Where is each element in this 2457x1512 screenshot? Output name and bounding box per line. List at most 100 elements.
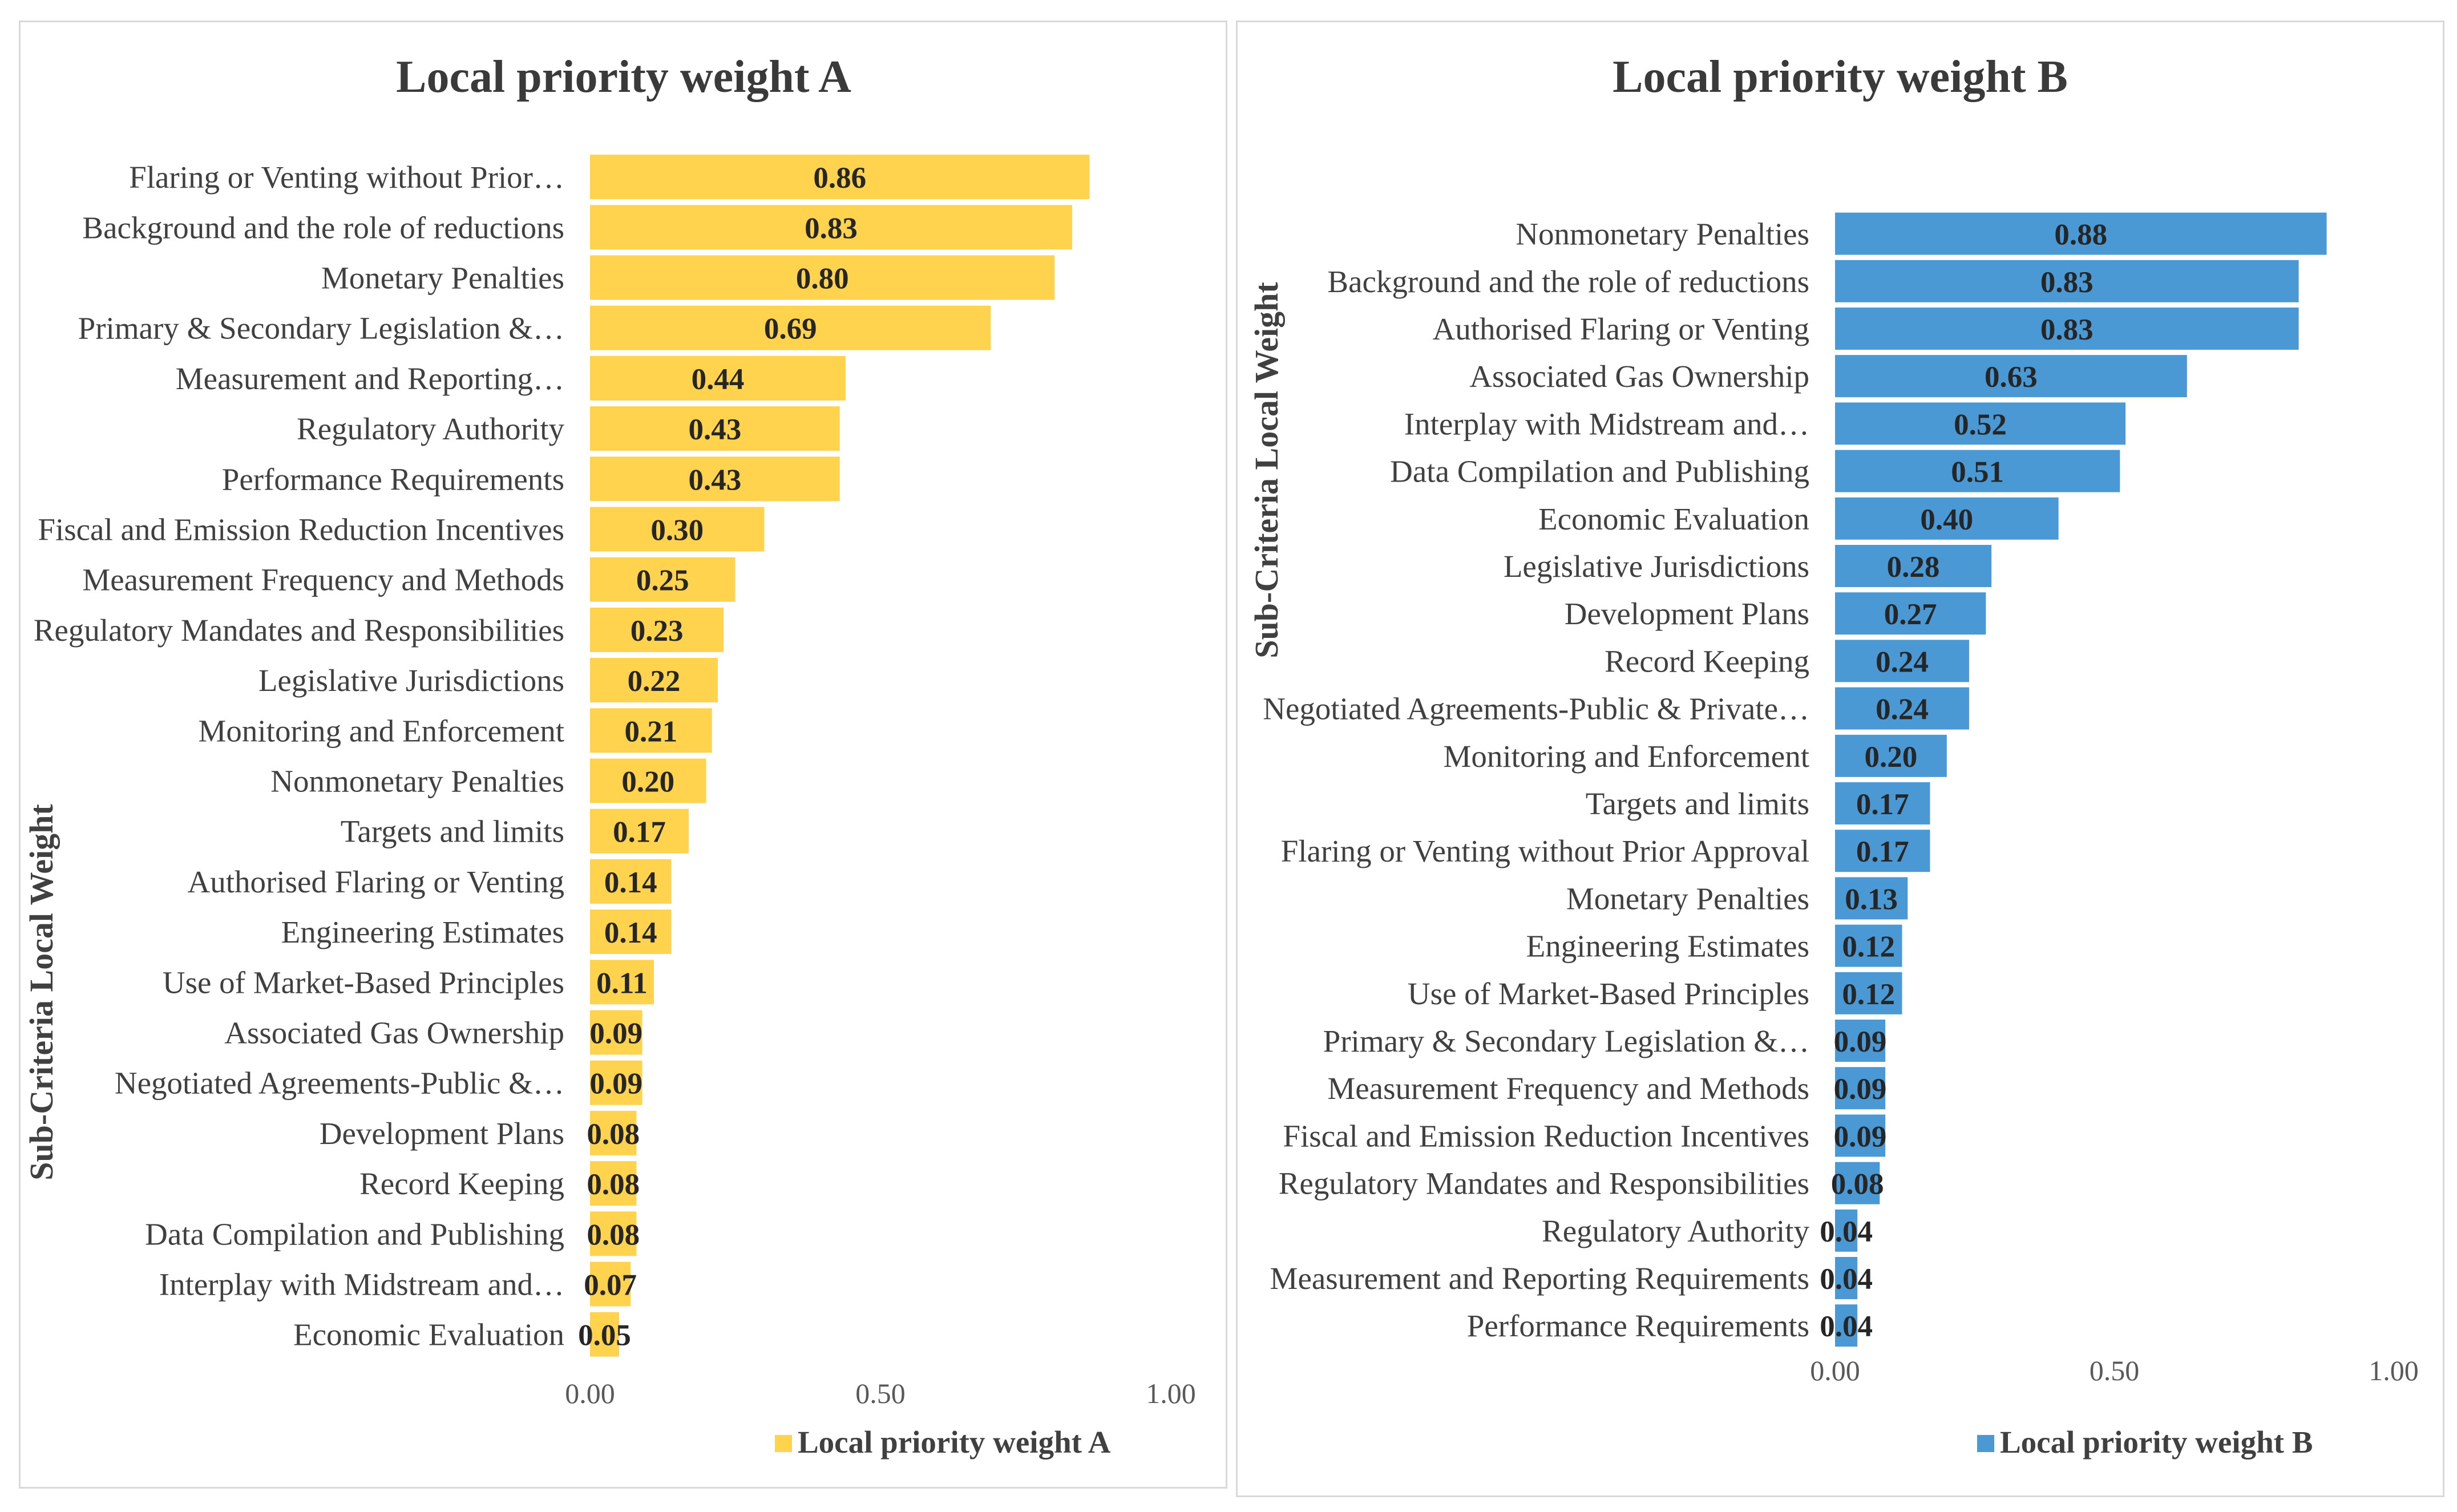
category-label: Background and the role of reductions xyxy=(1327,264,1809,299)
bar xyxy=(1835,308,2299,350)
category-label: Targets and limits xyxy=(341,814,564,849)
data-label: 0.17 xyxy=(1856,835,1909,868)
category-label: Development Plans xyxy=(1565,596,1809,631)
legend-a-label: Local priority weight A xyxy=(798,1425,1111,1460)
chart-a-y-axis-label: Sub-Criteria Local Weight xyxy=(23,804,60,1181)
data-label: 0.28 xyxy=(1887,551,1940,584)
bar xyxy=(1835,1304,1858,1347)
legend-b-label: Local priority weight B xyxy=(2000,1425,2313,1460)
bar xyxy=(1835,497,2059,540)
category-label: Regulatory Authority xyxy=(297,411,564,446)
data-label: 0.24 xyxy=(1876,645,1929,678)
data-label: 0.17 xyxy=(613,816,666,849)
category-label: Interplay with Midstream and… xyxy=(159,1267,564,1302)
bar xyxy=(1835,592,1986,635)
category-label: Measurement Frequency and Methods xyxy=(82,563,564,597)
bar xyxy=(590,1110,637,1155)
category-label: Engineering Estimates xyxy=(281,915,564,949)
category-label: Regulatory Mandates and Responsibilities xyxy=(34,613,564,648)
category-label: Monetary Penalties xyxy=(1566,881,1809,916)
bar xyxy=(590,406,840,451)
data-label: 0.24 xyxy=(1876,693,1929,726)
category-label: Primary & Secondary Legislation &… xyxy=(1323,1024,1809,1058)
bar xyxy=(1835,212,2327,255)
category-label: Monetary Penalties xyxy=(321,261,564,296)
bar xyxy=(590,456,840,502)
data-label: 0.13 xyxy=(1845,883,1898,916)
bar xyxy=(590,960,654,1005)
category-label: Record Keeping xyxy=(1605,644,1809,678)
bar xyxy=(590,1312,619,1357)
category-label: Associated Gas Ownership xyxy=(1469,359,1809,394)
bar xyxy=(590,155,1090,200)
data-label: 0.63 xyxy=(1985,361,2038,394)
bar xyxy=(590,507,765,552)
data-label: 0.20 xyxy=(621,766,674,799)
bar xyxy=(1835,972,1902,1014)
data-label: 0.04 xyxy=(1820,1215,1873,1248)
x-tick-label: 0.00 xyxy=(1810,1355,1860,1386)
bar xyxy=(1835,1114,1886,1157)
legend-b-swatch xyxy=(1977,1435,1994,1452)
category-label: Flaring or Venting without Prior… xyxy=(129,160,564,195)
category-label: Data Compilation and Publishing xyxy=(1390,454,1809,489)
category-label: Regulatory Mandates and Responsibilities xyxy=(1279,1166,1809,1201)
bar xyxy=(1835,830,1930,872)
chart-a-svg: Local priority weight A Flaring or Venti… xyxy=(23,52,1196,1460)
data-label: 0.80 xyxy=(796,262,849,296)
category-label: Monitoring and Enforcement xyxy=(199,713,565,748)
data-label: 0.43 xyxy=(688,413,741,446)
bar xyxy=(1835,924,1902,967)
bar xyxy=(1835,260,2299,302)
data-label: 0.14 xyxy=(604,866,657,899)
data-label: 0.08 xyxy=(587,1218,640,1251)
bar xyxy=(590,205,1072,250)
x-tick-label: 0.50 xyxy=(2090,1355,2140,1386)
data-label: 0.04 xyxy=(1820,1263,1873,1296)
data-label: 0.83 xyxy=(2040,313,2094,346)
bar xyxy=(1835,402,2126,445)
category-label: Background and the role of reductions xyxy=(82,210,564,245)
category-label: Negotiated Agreements-Public &… xyxy=(115,1066,564,1101)
bar xyxy=(590,1010,642,1055)
chart-b-y-axis-label: Sub-Criteria Local Weight xyxy=(1248,282,1285,658)
category-label: Nonmonetary Penalties xyxy=(1516,217,1809,252)
chart-b-svg: Local priority weight B Nonmonetary Pena… xyxy=(1248,52,2419,1460)
bar xyxy=(590,1161,637,1206)
chart-b-title: Local priority weight B xyxy=(1613,52,2068,102)
category-label: Measurement and Reporting… xyxy=(176,361,564,396)
category-label: Measurement Frequency and Methods xyxy=(1327,1071,1809,1106)
bar xyxy=(590,1060,642,1105)
bar xyxy=(1835,782,1930,824)
data-label: 0.05 xyxy=(578,1319,631,1352)
category-label: Nonmonetary Penalties xyxy=(270,764,564,799)
bar xyxy=(1835,734,1947,777)
bar xyxy=(1835,1209,1858,1252)
bar xyxy=(590,859,672,904)
data-label: 0.30 xyxy=(650,514,704,547)
data-label: 0.17 xyxy=(1856,788,1909,821)
legend-a-swatch xyxy=(775,1435,792,1452)
bar xyxy=(1835,1020,1886,1062)
x-tick-label: 0.00 xyxy=(565,1377,615,1409)
data-label: 0.14 xyxy=(604,916,657,949)
bar xyxy=(1835,355,2187,398)
data-label: 0.83 xyxy=(2040,266,2094,299)
category-label: Engineering Estimates xyxy=(1526,929,1809,964)
bar xyxy=(1835,1162,1880,1204)
x-tick-label: 0.50 xyxy=(855,1377,906,1409)
data-label: 0.88 xyxy=(2054,219,2107,252)
data-label: 0.27 xyxy=(1884,598,1937,631)
bar xyxy=(1835,545,1992,587)
data-label: 0.08 xyxy=(1831,1168,1884,1201)
bar xyxy=(590,557,736,602)
data-label: 0.09 xyxy=(1834,1073,1887,1106)
category-label: Performance Requirements xyxy=(1467,1308,1809,1343)
data-label: 0.21 xyxy=(625,715,678,748)
category-label: Economic Evaluation xyxy=(1538,502,1809,536)
category-label: Authorised Flaring or Venting xyxy=(188,864,564,899)
category-label: Flaring or Venting without Prior Approva… xyxy=(1281,834,1809,868)
category-label: Use of Market-Based Principles xyxy=(163,965,564,1000)
category-label: Authorised Flaring or Venting xyxy=(1433,312,1809,346)
category-label: Negotiated Agreements-Public & Private… xyxy=(1263,692,1809,726)
